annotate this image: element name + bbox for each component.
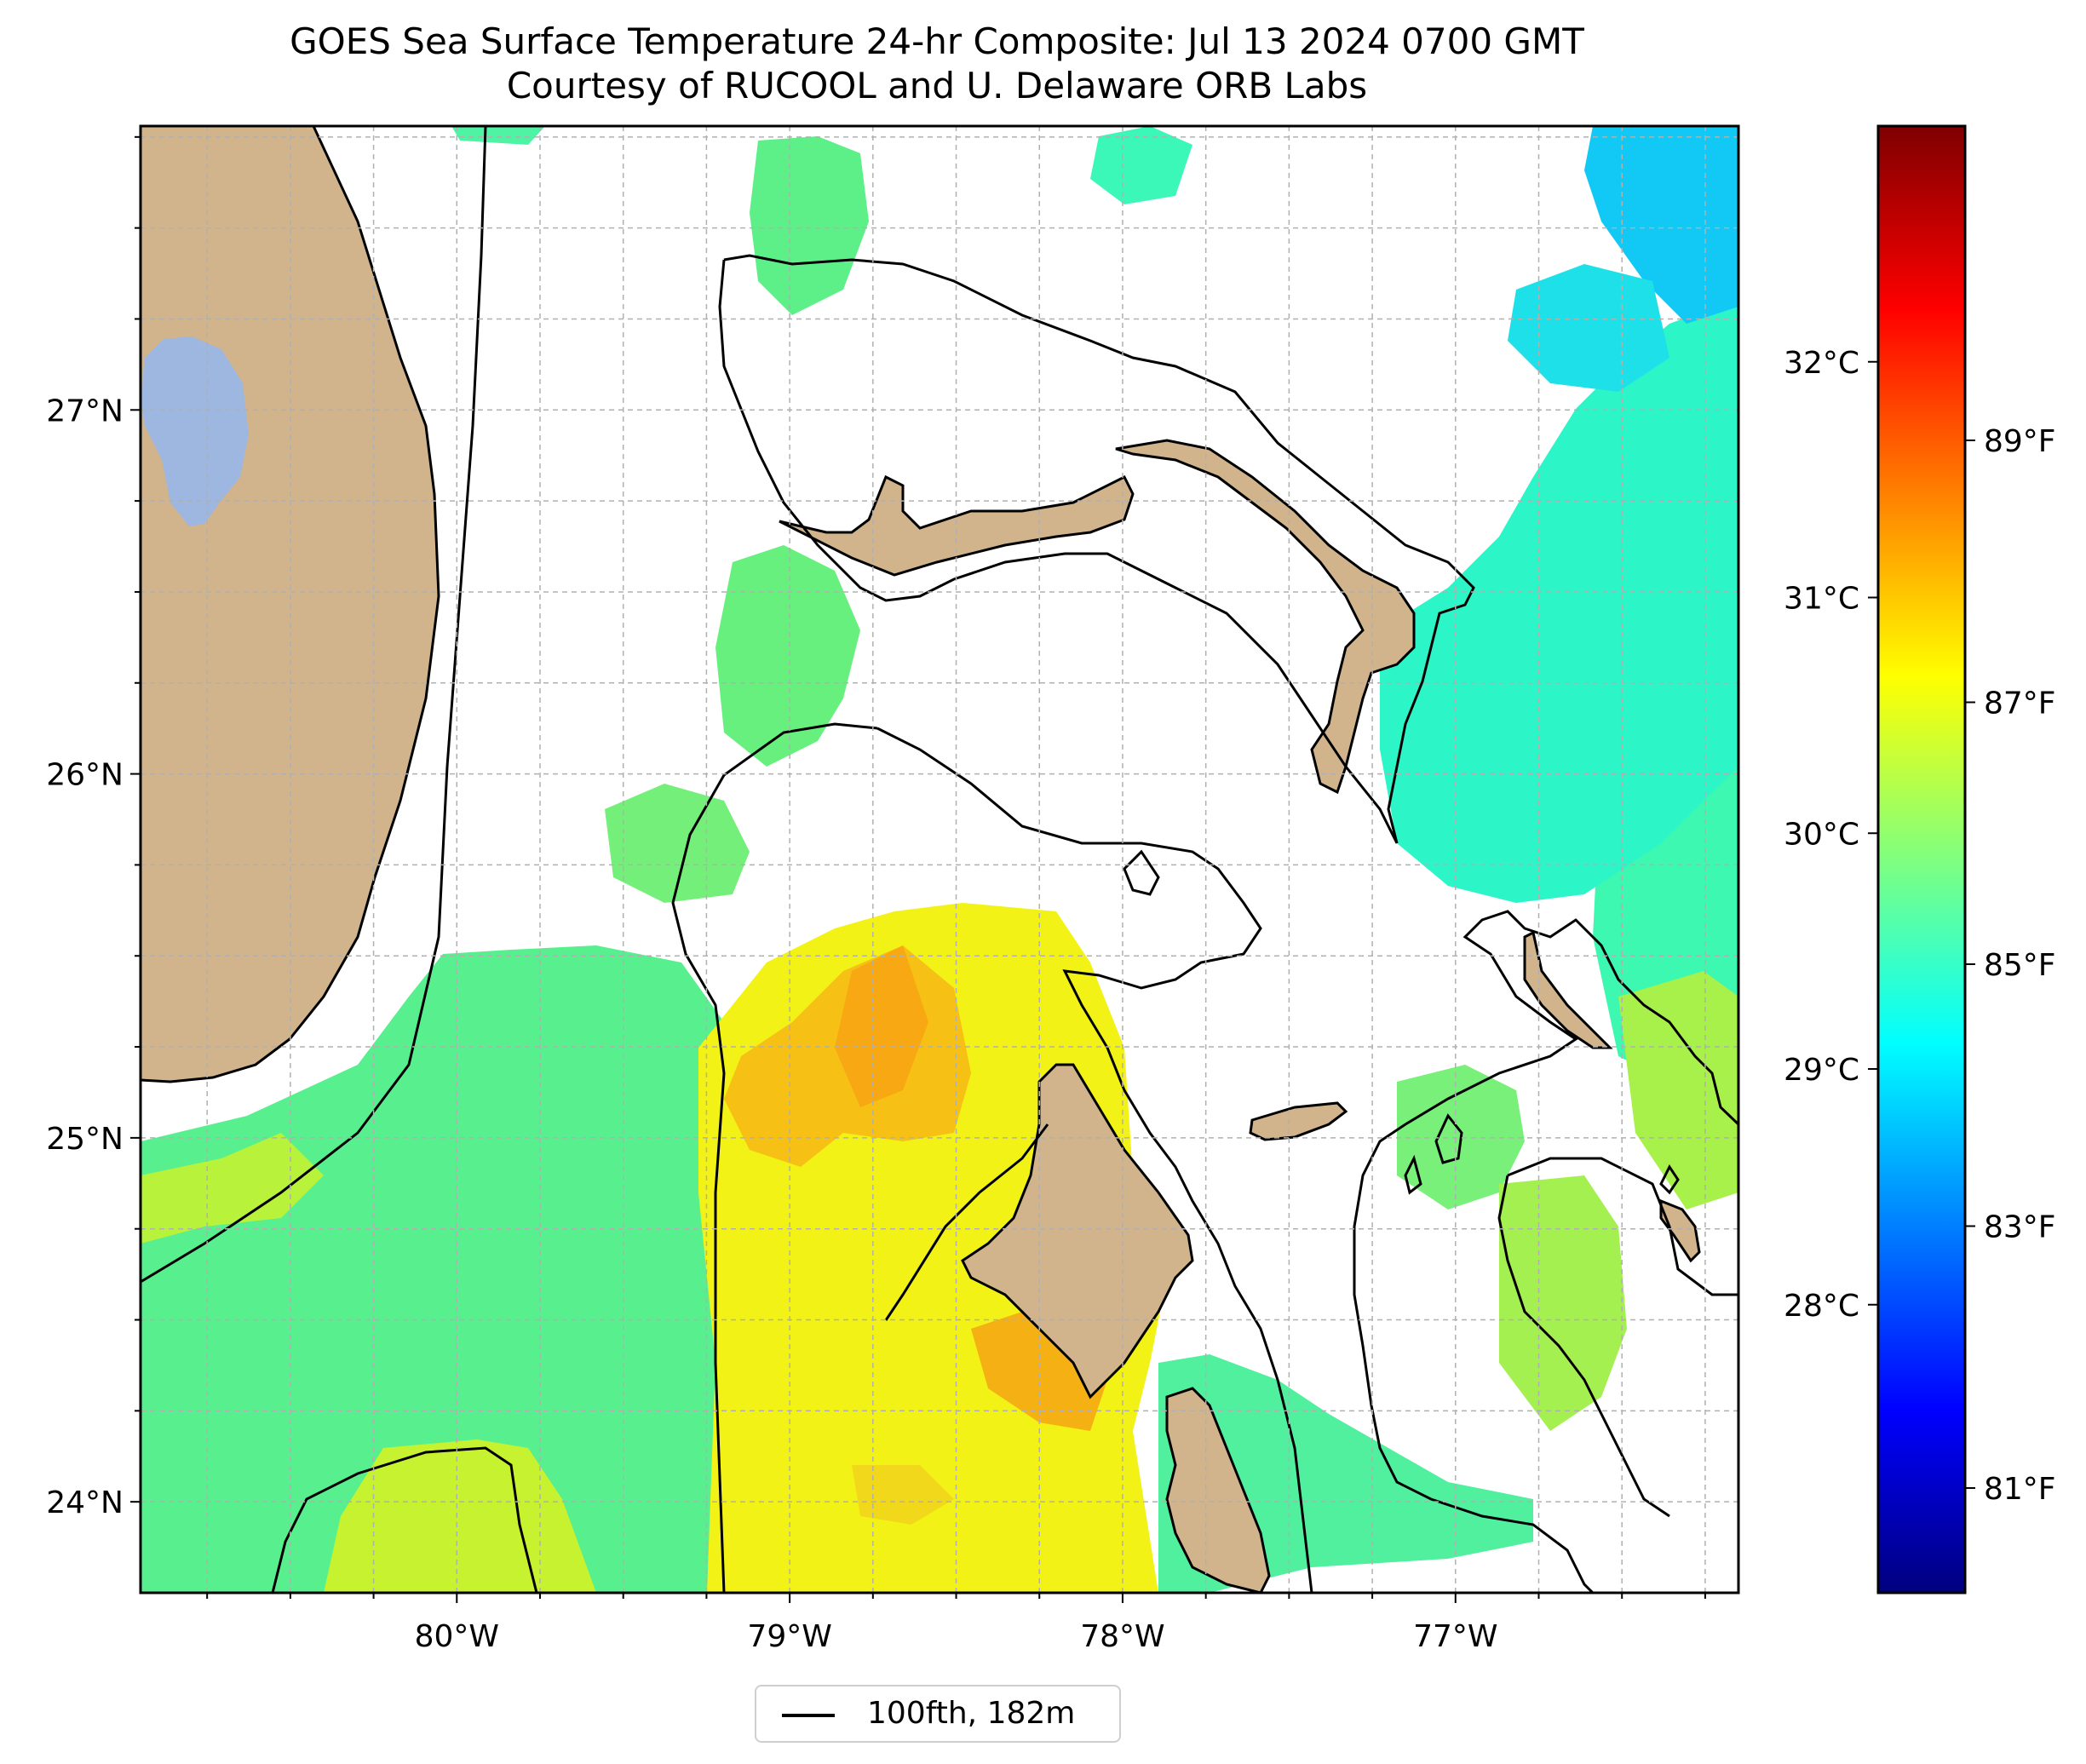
land — [141, 126, 1701, 1593]
lon-tick-label: 79°W — [747, 1619, 831, 1654]
lake-okeechobee — [141, 336, 249, 526]
lon-tick-label: 80°W — [415, 1619, 499, 1654]
lat-tick-label: 25°N — [46, 1122, 124, 1157]
colorbar-ticks: 32°C 31°C 30°C 29°C 28°C 89°F 87°F 85°F 83°F 81°F — [1784, 346, 2055, 1507]
legend-line-swatch — [782, 1714, 835, 1717]
lat-tick-label: 26°N — [46, 758, 124, 793]
legend-label: 100fth, 182m — [867, 1696, 1076, 1731]
map-title: GOES Sea Surface Temperature 24-hr Compo… — [290, 20, 1584, 62]
fahrenheit-tick-label: 85°F — [1984, 948, 2056, 983]
celsius-tick-label: 32°C — [1784, 346, 1859, 381]
fahrenheit-tick-label: 87°F — [1984, 687, 2056, 721]
axis-ticks: 80°W 79°W 78°W 77°W 27°N 26°N 25°N 24°N — [46, 135, 1706, 1654]
map-subtitle: Courtesy of RUCOOL and U. Delaware ORB L… — [506, 65, 1368, 106]
isobath-100fth — [141, 126, 1738, 1593]
map-area — [141, 126, 1738, 1593]
gridlines — [141, 126, 1738, 1593]
celsius-tick-label: 31°C — [1784, 582, 1859, 617]
celsius-tick-label: 29°C — [1784, 1053, 1859, 1088]
celsius-tick-label: 28°C — [1784, 1289, 1859, 1324]
lon-tick-label: 77°W — [1413, 1619, 1497, 1654]
lon-tick-label: 78°W — [1080, 1619, 1164, 1654]
fahrenheit-tick-label: 89°F — [1984, 424, 2056, 459]
fahrenheit-tick-label: 83°F — [1984, 1210, 2056, 1245]
lat-tick-label: 27°N — [46, 394, 124, 428]
map-frame — [139, 124, 1740, 1594]
legend: 100fth, 182m — [755, 1685, 1121, 1743]
fahrenheit-tick-label: 81°F — [1984, 1472, 2056, 1507]
colorbar — [1876, 124, 1967, 1594]
lat-tick-label: 24°N — [46, 1485, 124, 1520]
celsius-tick-label: 30°C — [1784, 817, 1859, 852]
